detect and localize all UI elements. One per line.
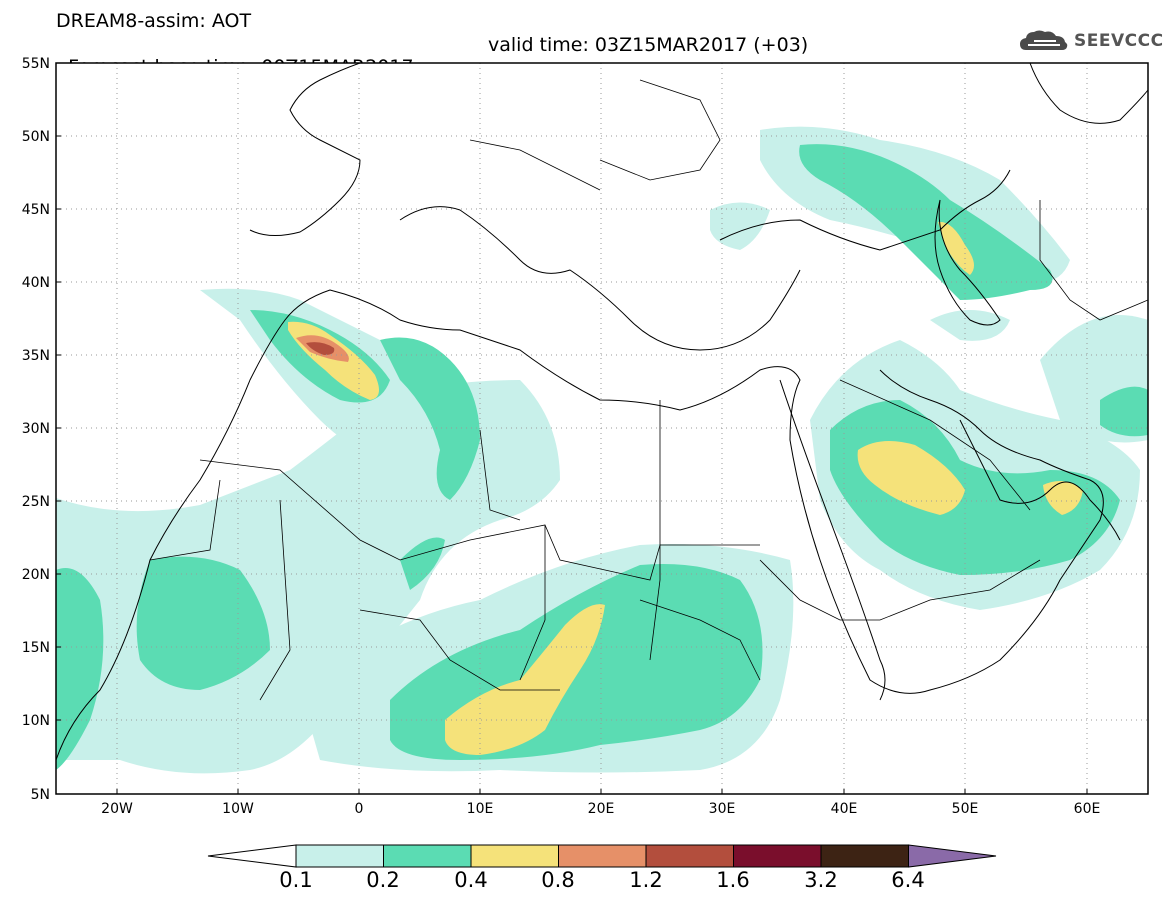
colorbar-label: 1.2	[629, 868, 663, 892]
lat-label: 10N	[22, 713, 50, 729]
lon-label: 30E	[709, 801, 736, 817]
lat-label: 25N	[22, 494, 50, 510]
lat-label: 15N	[22, 640, 50, 656]
colorbar-swatch	[470, 844, 559, 868]
lon-label: 10W	[222, 801, 254, 817]
lat-label: 40N	[22, 275, 50, 291]
logo-text: SEEVCCC	[1074, 31, 1164, 51]
colorbar-swatch	[295, 844, 384, 868]
seevccc-logo: SEEVCCC	[1018, 26, 1164, 56]
lat-label: 35N	[22, 348, 50, 364]
lon-label: 0	[355, 801, 364, 817]
colorbar-swatch	[820, 844, 909, 868]
map-title: DREAM8-assim: AOT	[56, 10, 252, 32]
lon-label: 20E	[588, 801, 615, 817]
aot-band-1-2	[306, 342, 335, 355]
coastlines	[56, 63, 1148, 794]
country-borders	[149, 79, 1148, 701]
colorbar-label: 3.2	[804, 868, 838, 892]
lon-label: 60E	[1074, 801, 1101, 817]
lat-label: 20N	[22, 567, 50, 583]
lon-label: 20W	[101, 801, 133, 817]
colorbar	[207, 844, 997, 868]
lat-label: 45N	[22, 202, 50, 218]
lat-label: 5N	[31, 787, 50, 803]
colorbar-swatch	[558, 844, 647, 868]
lat-label: 30N	[22, 421, 50, 437]
colorbar-label: 0.8	[541, 868, 575, 892]
colorbar-label: 0.1	[279, 868, 313, 892]
valid-time: valid time: 03Z15MAR2017 (+03)	[488, 34, 809, 56]
lat-label: 50N	[22, 129, 50, 145]
cloud-icon	[1020, 30, 1068, 50]
colorbar-label: 0.4	[454, 868, 488, 892]
colorbar-label: 0.2	[366, 868, 400, 892]
lat-label: 55N	[22, 56, 50, 72]
colorbar-swatch	[733, 844, 822, 868]
colorbar-label: 1.6	[716, 868, 750, 892]
colorbar-label: 6.4	[891, 868, 925, 892]
graticule	[56, 63, 1148, 794]
lon-label: 50E	[952, 801, 979, 817]
colorbar-extend-low	[207, 844, 297, 868]
axis-ticks	[56, 135, 1088, 794]
colorbar-extend-high	[908, 844, 997, 868]
colorbar-swatch	[645, 844, 734, 868]
lon-label: 40E	[831, 801, 858, 817]
lon-label: 10E	[467, 801, 494, 817]
colorbar-swatch	[383, 844, 472, 868]
